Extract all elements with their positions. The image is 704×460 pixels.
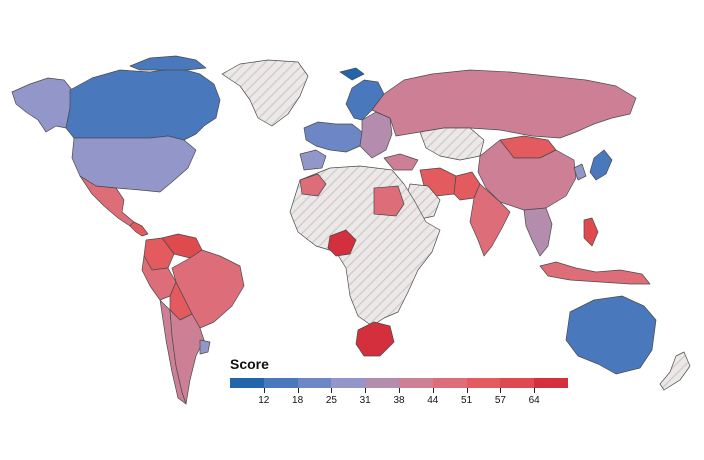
region-greenland [221,59,309,127]
region-turkey [383,153,419,171]
legend-swatch [263,378,298,388]
region-alaska [11,77,73,133]
region-iceland [339,67,365,81]
legend-swatch [230,378,264,388]
legend-tick-label: 64 [528,395,540,406]
legend-title: Score [230,356,269,372]
legend-tick [534,388,536,393]
legend-tick [365,388,367,393]
legend-tick-label: 38 [393,395,405,406]
region-egypt [373,185,405,217]
legend-tick [432,388,434,393]
legend-swatch [432,378,467,388]
region-canada-islands [129,55,207,71]
legend-swatch [500,378,535,388]
region-indonesia [539,261,651,285]
region-japan [589,149,613,181]
legend-tick-label: 44 [427,395,439,406]
region-russia [371,69,637,139]
legend-swatch [398,378,433,388]
legend-ticks: 12 18 25 31 38 44 51 57 64 [230,378,568,406]
region-morocco [299,173,327,197]
color-legend: Score 12 18 25 31 38 44 51 57 64 [230,356,570,416]
region-uruguay [199,339,211,355]
legend-color-bar [230,378,568,388]
legend-swatch [297,378,332,388]
legend-tick-label: 12 [258,395,270,406]
region-new-zealand [659,351,691,391]
region-western-europe [303,121,363,153]
region-china [477,139,577,211]
legend-tick [263,388,265,393]
region-south-africa [355,321,395,357]
region-eastern-europe [359,111,393,159]
region-southeast-asia [523,207,553,257]
region-canada [65,67,221,141]
region-philippines [583,217,599,247]
legend-tick [331,388,333,393]
legend-swatch [534,378,568,388]
legend-tick [399,388,400,393]
region-spain [299,149,327,171]
legend-tick [500,388,502,393]
region-korea [573,163,587,181]
legend-tick-label: 25 [325,395,337,406]
legend-swatch [365,378,399,388]
legend-tick-label: 18 [292,395,304,406]
legend-tick-label: 51 [461,395,473,406]
legend-tick [466,388,468,393]
region-australia [565,295,657,375]
legend-tick-label: 57 [494,395,506,406]
legend-swatch [466,378,501,388]
legend-tick-label: 31 [359,395,371,406]
region-central-america [129,221,149,237]
legend-swatch [331,378,366,388]
region-argentina [169,309,205,405]
region-kazakhstan [419,127,485,161]
region-india [469,183,511,257]
legend-tick [297,388,299,393]
region-nigeria [327,229,357,257]
